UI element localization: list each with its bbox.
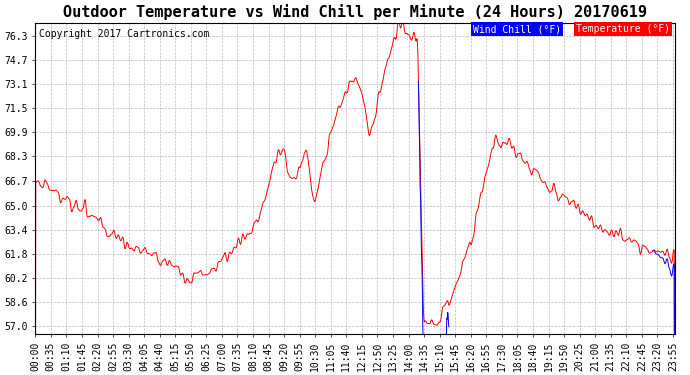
- Text: Temperature (°F): Temperature (°F): [575, 24, 669, 34]
- Text: Copyright 2017 Cartronics.com: Copyright 2017 Cartronics.com: [39, 29, 209, 39]
- Text: Wind Chill (°F): Wind Chill (°F): [473, 24, 562, 34]
- Title: Outdoor Temperature vs Wind Chill per Minute (24 Hours) 20170619: Outdoor Temperature vs Wind Chill per Mi…: [63, 4, 647, 20]
